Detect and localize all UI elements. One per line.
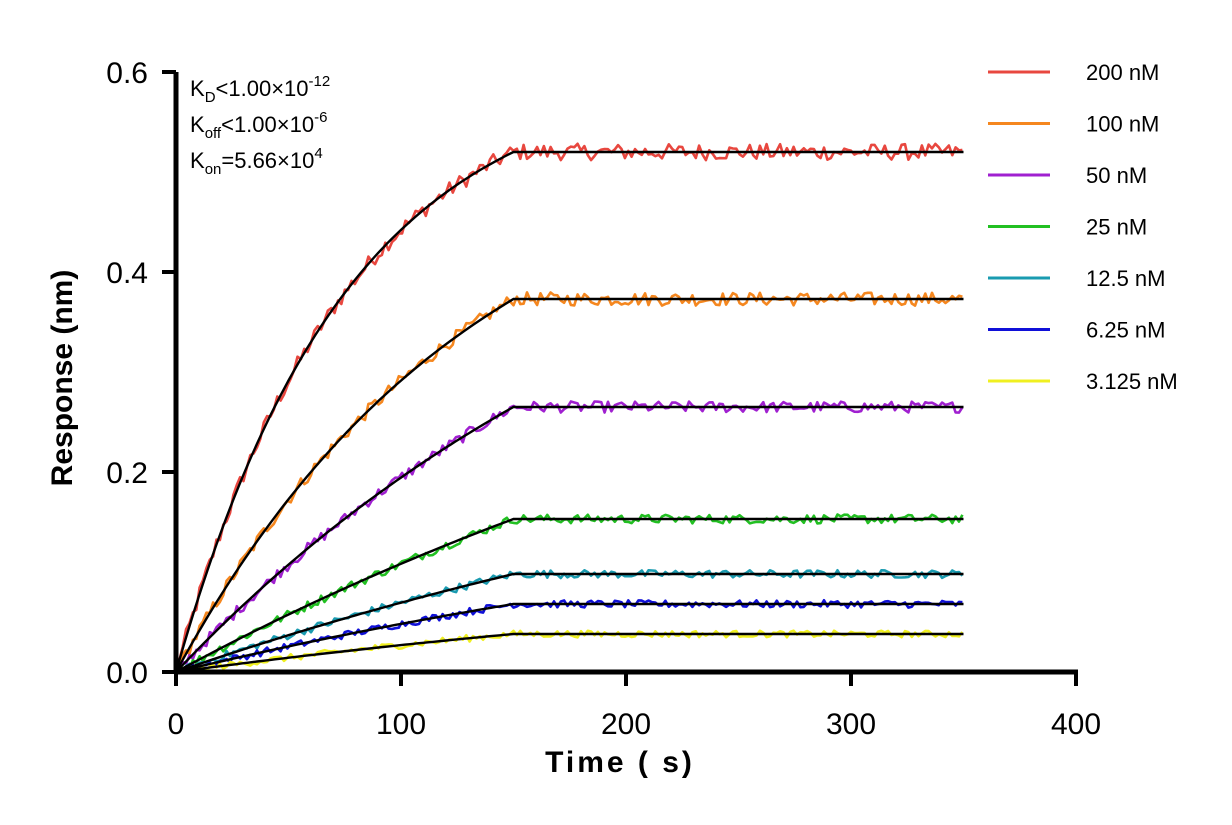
fit-curve-6: [175, 632, 964, 674]
legend-label: 200 nM: [1086, 60, 1159, 85]
y-tick-label: 0.2: [106, 457, 148, 490]
legend-label: 50 nM: [1086, 163, 1147, 188]
series-trace-0: [174, 142, 963, 673]
series-trace-1: [174, 291, 963, 673]
legend: 200 nM 100 nM 50 nM 25 nM 12.5 nM 6.25 nM 3.12…: [988, 60, 1178, 394]
fit-curve-5: [175, 602, 964, 674]
legend-label: 100 nM: [1086, 112, 1159, 137]
x-tick-label: 400: [1051, 708, 1101, 741]
fit-curve-0: [174, 150, 964, 673]
x-tick-label: 100: [376, 708, 426, 741]
y-tick-label: 0.6: [106, 57, 148, 90]
x-tick-label: 300: [826, 708, 876, 741]
fit-curve-3: [175, 517, 964, 674]
kinetics-annotations: KD<1.00×10-12 Koff<1.00×10-6 Kon=5.66×10…: [190, 73, 330, 178]
y-tick-label: 0.0: [106, 657, 148, 690]
ticks: 0 100 200 300 400 0.0 0.2 0.4 0.6: [106, 57, 1101, 741]
kon-annotation: Kon=5.66×104: [190, 145, 323, 178]
legend-label: 25 nM: [1086, 215, 1147, 240]
fit-curve-1: [174, 297, 964, 673]
fit-curve-4: [175, 572, 964, 674]
series-trace-6: [175, 629, 964, 674]
plot-area: [174, 142, 964, 674]
y-axis-title: Response (nm): [46, 270, 79, 487]
koff-annotation: Koff<1.00×10-6: [190, 109, 327, 142]
x-tick-label: 0: [168, 708, 185, 741]
x-tick-label: 200: [601, 708, 651, 741]
legend-label: 12.5 nM: [1086, 266, 1166, 291]
y-tick-label: 0.4: [106, 257, 148, 290]
fit-curve-2: [175, 405, 964, 673]
series-trace-3: [175, 513, 964, 674]
legend-label: 3.125 nM: [1086, 369, 1178, 394]
x-axis-title: Time ( s): [545, 746, 695, 779]
legend-label: 6.25 nM: [1086, 318, 1166, 343]
kd-annotation: KD<1.00×10-12: [190, 73, 330, 106]
